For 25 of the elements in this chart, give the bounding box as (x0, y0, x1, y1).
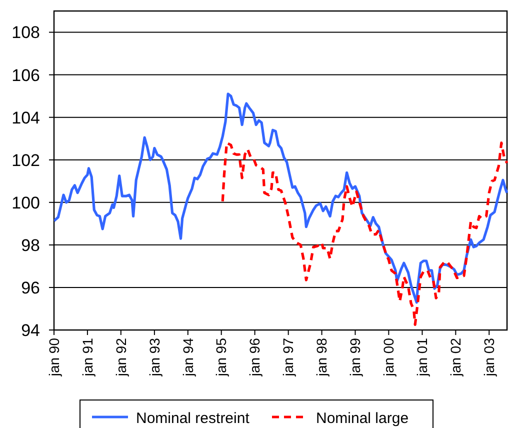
x-tick-label: jan 90 (46, 338, 62, 378)
y-tick-label: 96 (21, 278, 40, 298)
line-series (221, 142, 508, 326)
x-tick-label: jan 99 (347, 338, 364, 378)
x-tick-label: jan 01 (414, 338, 430, 378)
x-tick-label: jan 91 (79, 338, 96, 378)
x-tick-label: jan 93 (146, 338, 162, 378)
y-tick-label: 98 (21, 236, 40, 255)
x-tick-label: jan 02 (448, 338, 464, 378)
x-tick-label: jan 95 (213, 338, 230, 378)
y-tick-label: 94 (21, 320, 40, 340)
x-tick-label: jan 03 (481, 338, 498, 378)
x-tick-label: jan 94 (180, 338, 196, 378)
x-tick-label: jan 98 (314, 338, 330, 378)
x-tick-label: jan 96 (246, 338, 263, 378)
x-tick-label: jan 92 (112, 338, 129, 378)
x-tick-label: jan 00 (380, 338, 397, 378)
legend-label: Nominal restreint (136, 410, 250, 427)
x-tick-label: jan 97 (280, 338, 296, 378)
y-tick-label: 100 (12, 193, 40, 212)
y-tick-label: 106 (12, 66, 40, 85)
y-tick-label: 108 (12, 23, 40, 42)
legend-label: Nominal large (316, 410, 409, 427)
y-tick-label: 104 (12, 108, 40, 128)
y-tick-label: 102 (12, 150, 40, 170)
